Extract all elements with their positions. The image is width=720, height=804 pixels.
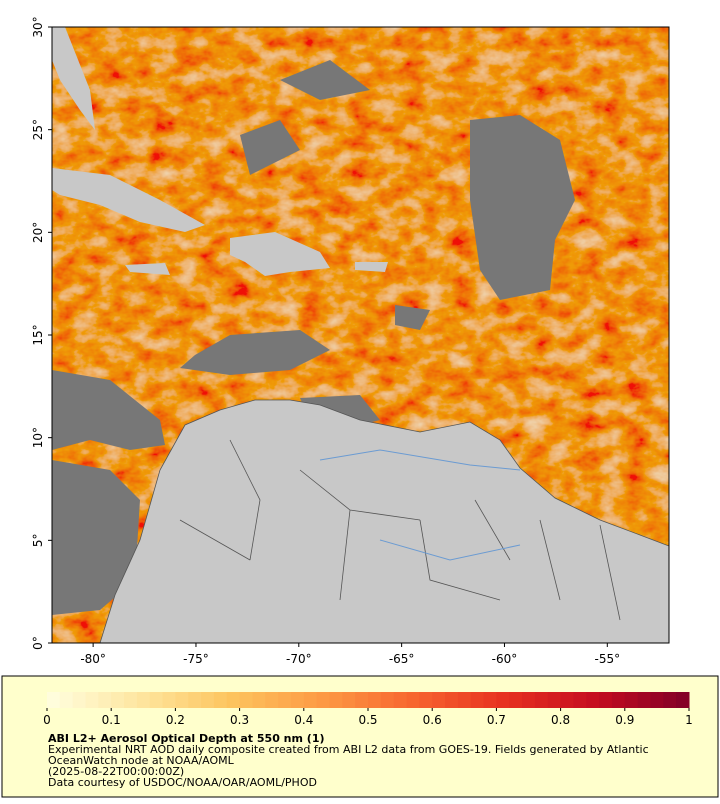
colorbar-swatch	[368, 692, 382, 708]
colorbar-swatch	[303, 692, 318, 708]
colorbar-swatch	[522, 692, 536, 708]
map-area	[52, 27, 669, 643]
colorbar-swatch	[265, 692, 279, 708]
colorbar-swatch	[586, 692, 600, 708]
colorbar-swatch	[470, 692, 485, 708]
colorbar-tick-label: 0.8	[551, 713, 570, 727]
colorbar-swatch	[124, 692, 138, 708]
colorbar-swatch	[534, 692, 549, 708]
colorbar-swatch	[342, 692, 356, 708]
colorbar-swatch	[201, 692, 215, 708]
x-tick-label: -80°	[80, 652, 106, 666]
colorbar-tick-label: 1	[685, 713, 693, 727]
colorbar-swatch	[98, 692, 112, 708]
colorbar-swatch	[72, 692, 87, 708]
caption-line: (2025-08-22T00:00:00Z)	[48, 765, 184, 778]
colorbar-swatch	[380, 692, 395, 708]
colorbar-swatch	[355, 692, 369, 708]
y-tick-label: 15°	[31, 324, 45, 345]
colorbar-swatch	[290, 692, 305, 708]
colorbar-swatch	[175, 692, 189, 708]
colorbar-swatch	[188, 692, 202, 708]
colorbar-swatch	[663, 692, 677, 708]
caption-line: Data courtesy of USDOC/NOAA/OAR/AOML/PHO…	[48, 776, 317, 789]
x-tick-label: -65°	[389, 652, 415, 666]
colorbar-swatch	[419, 692, 433, 708]
colorbar-tick-label: 0.3	[230, 713, 249, 727]
colorbar-swatch	[637, 692, 651, 708]
colorbar-swatch	[85, 692, 99, 708]
colorbar-swatch	[547, 692, 562, 708]
colorbar-title: ABI L2+ Aerosol Optical Depth at 550 nm …	[48, 732, 325, 745]
x-tick-label: -60°	[492, 652, 518, 666]
colorbar-swatch	[47, 692, 61, 708]
colorbar-swatch	[432, 692, 446, 708]
colorbar-swatch	[226, 692, 241, 708]
x-tick-label: -55°	[594, 652, 620, 666]
colorbar-swatch	[599, 692, 613, 708]
colorbar-swatch	[149, 692, 164, 708]
colorbar-tick-label: 0.6	[423, 713, 442, 727]
colorbar-tick-label: 0.4	[294, 713, 313, 727]
y-tick-label: 25°	[31, 119, 45, 140]
colorbar-swatch	[59, 692, 74, 708]
colorbar-swatch	[393, 692, 408, 708]
colorbar-swatch	[406, 692, 420, 708]
colorbar-swatch	[560, 692, 574, 708]
colorbar-swatch	[496, 692, 510, 708]
colorbar-swatch	[329, 692, 343, 708]
colorbar-tick-label: 0.9	[615, 713, 634, 727]
y-tick-label: 10°	[31, 427, 45, 448]
colorbar-swatch	[239, 692, 253, 708]
colorbar-swatch	[316, 692, 330, 708]
colorbar-swatch	[650, 692, 664, 708]
colorbar-swatch	[624, 692, 639, 708]
y-tick-label: 20°	[31, 222, 45, 243]
colorbar-tick-label: 0.7	[487, 713, 506, 727]
colorbar-swatch	[509, 692, 523, 708]
caption-line: OceanWatch node at NOAA/AOML	[48, 754, 235, 767]
colorbar-swatch	[483, 692, 497, 708]
colorbar-swatch	[278, 692, 292, 708]
colorbar-swatch	[111, 692, 125, 708]
colorbar-swatch	[611, 692, 626, 708]
colorbar-tick-label: 0.5	[358, 713, 377, 727]
y-tick-label: 0°	[31, 636, 45, 650]
x-tick-label: -75°	[183, 652, 209, 666]
colorbar-swatch	[252, 692, 266, 708]
colorbar-tick-label: 0.2	[166, 713, 185, 727]
y-tick-label: 5°	[31, 534, 45, 548]
colorbar-swatch	[457, 692, 472, 708]
y-tick-label: 30°	[31, 16, 45, 37]
caption-line: Experimental NRT AOD daily composite cre…	[48, 743, 649, 756]
colorbar-tick-label: 0	[43, 713, 51, 727]
x-tick-label: -70°	[286, 652, 312, 666]
colorbar-swatch	[573, 692, 587, 708]
colorbar-tick-label: 0.1	[102, 713, 121, 727]
colorbar-swatch	[162, 692, 176, 708]
colorbar-swatch	[213, 692, 228, 708]
colorbar-swatch	[136, 692, 151, 708]
colorbar-swatch	[445, 692, 459, 708]
colorbar-swatch	[676, 692, 690, 708]
